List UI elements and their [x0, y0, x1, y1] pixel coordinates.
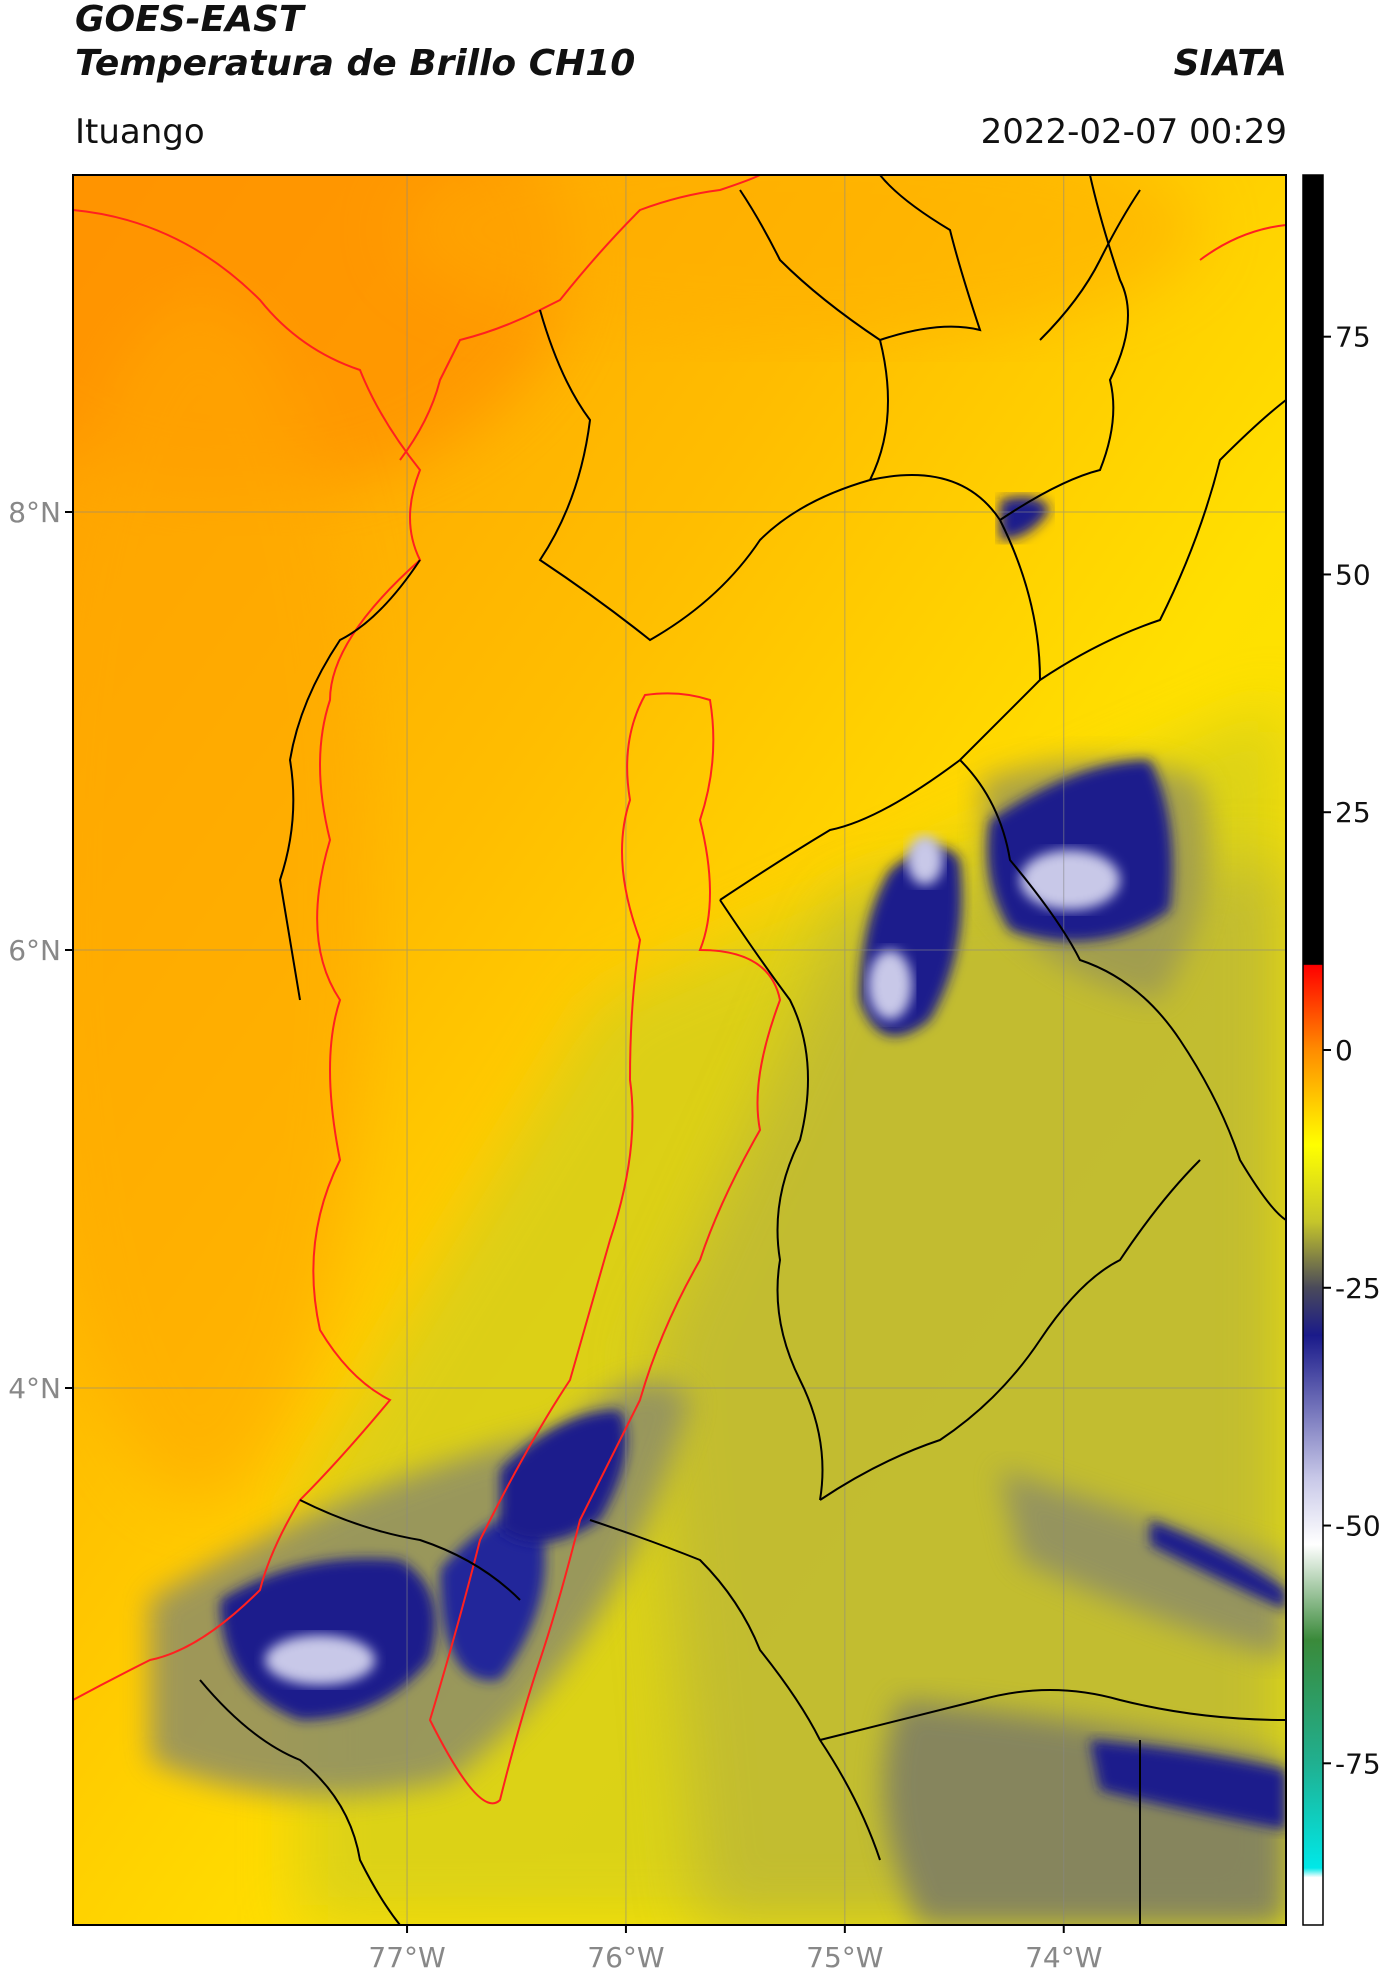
pacific-coastline — [73, 209, 422, 1701]
cold-top-ne3 — [907, 835, 943, 885]
colorbar-ramp — [1303, 175, 1323, 1925]
timestamp-label: 2022-02-07 00:29 — [980, 112, 1287, 152]
dept-border-tolima — [589, 1519, 881, 1861]
cold-top-ne — [1020, 850, 1120, 910]
map-frame — [72, 174, 1287, 1926]
caribbean-coastline — [399, 175, 761, 461]
longitude-label: 74°W — [1025, 1941, 1102, 1974]
caribbean-coastline-east — [1199, 224, 1286, 261]
dept-border-santander — [1039, 399, 1286, 681]
cold-top-ne2 — [868, 950, 912, 1020]
olive-zone-east — [650, 860, 1286, 1925]
latitude-label: 4°N — [8, 1372, 61, 1405]
organization-label: SIATA — [1173, 43, 1287, 84]
brightness-field — [73, 175, 1286, 1925]
warm-zone-west — [73, 300, 370, 1500]
dept-border-valle — [299, 1499, 521, 1601]
ituango-basin-outline — [428, 692, 782, 1805]
dept-border-boyaca — [959, 759, 1286, 1221]
dept-border-antioquia-north — [719, 474, 1042, 901]
colorbar-tick-label: 50 — [1335, 558, 1371, 591]
colorbar-tick-label: -50 — [1335, 1510, 1381, 1543]
dept-border-sucre — [879, 175, 982, 341]
dept-border-cordoba — [538, 189, 889, 642]
latitude-labels: 8°N 6°N 4°N — [8, 496, 73, 1405]
warm-zone-north — [400, 175, 1200, 340]
colorbar-tick-label: 0 — [1335, 1034, 1353, 1067]
graticule — [73, 175, 1286, 1925]
cold-top-sw — [265, 1635, 375, 1685]
dept-border-cauca — [199, 1679, 401, 1925]
longitude-labels: 77°W 76°W 75°W 74°W — [368, 1925, 1102, 1974]
latitude-label: 8°N — [8, 496, 61, 529]
product-title: Temperatura de Brillo CH10 — [75, 43, 636, 84]
dept-border-magdalena — [1039, 189, 1141, 341]
colorbar-tick-label: -25 — [1335, 1272, 1381, 1305]
convective-streak-east — [1150, 1520, 1286, 1610]
convective-core-north — [1000, 496, 1050, 540]
convective-core-sw2 — [440, 1515, 545, 1681]
longitude-label: 76°W — [587, 1941, 664, 1974]
colorbar-ticks: 75 50 25 0 -25 -50 -75 — [1323, 321, 1381, 1780]
longitude-label: 75°W — [806, 1941, 883, 1974]
colorbar-tick-label: 25 — [1335, 796, 1371, 829]
colorbar-tick-label: -75 — [1335, 1747, 1381, 1780]
dept-border-choco — [278, 559, 421, 1001]
satellite-title: GOES-EAST — [75, 0, 304, 40]
region-label: Ituango — [75, 112, 205, 152]
gray-cloud-east-band — [1000, 1470, 1286, 1660]
dept-border-caldas — [719, 899, 824, 1501]
dept-border-meta — [819, 1689, 1286, 1741]
colorbar-tick-label: 75 — [1335, 321, 1371, 354]
longitude-label: 77°W — [368, 1941, 445, 1974]
dept-border-cundinamarca — [819, 1159, 1201, 1501]
latitude-label: 6°N — [8, 934, 61, 967]
